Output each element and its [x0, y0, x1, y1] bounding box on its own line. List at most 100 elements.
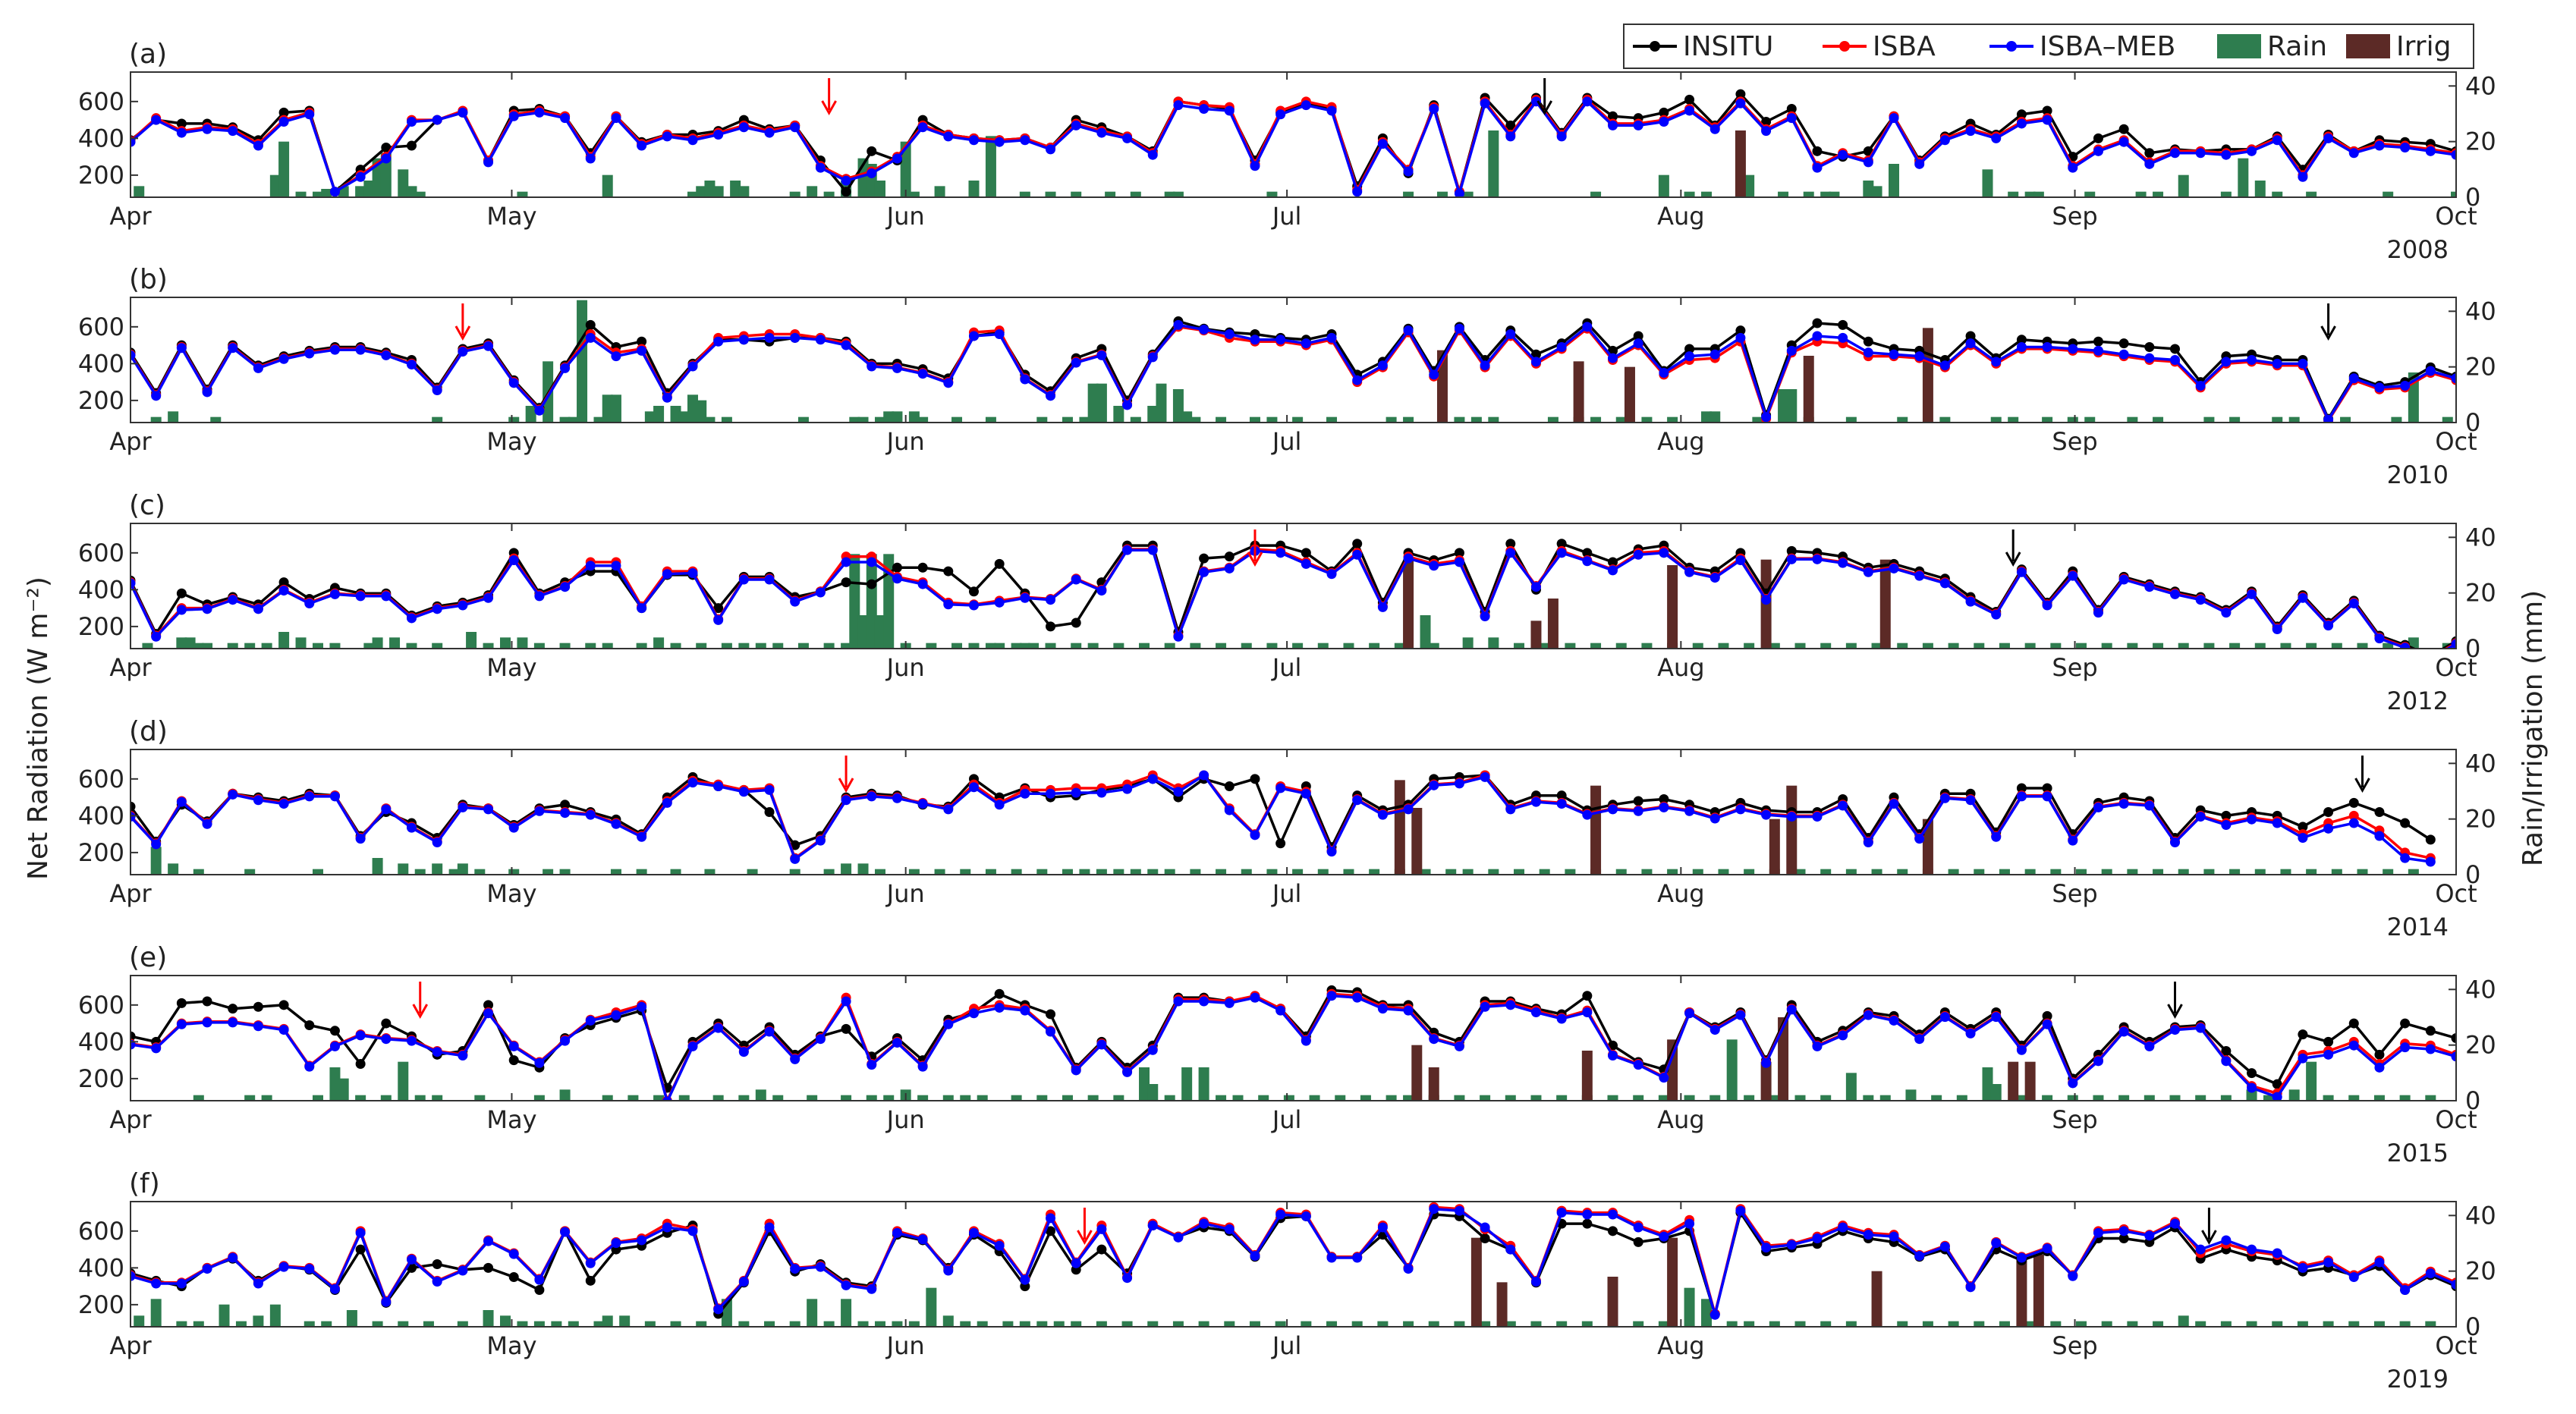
rain-bar	[499, 1315, 511, 1327]
meb-point	[1965, 596, 1976, 607]
rain-bar	[398, 1321, 409, 1327]
rain-bar	[1820, 191, 1832, 197]
meb-point	[2298, 171, 2308, 182]
insitu-point	[2374, 807, 2385, 817]
rain-bar	[2153, 1321, 2164, 1327]
rain-bar	[1488, 416, 1499, 423]
meb-point	[1454, 1205, 1464, 1216]
rain-bar	[559, 869, 571, 875]
meb-point	[1096, 586, 1107, 596]
meb-point	[585, 809, 596, 820]
rain-bar	[432, 416, 443, 423]
insitu-point	[585, 1275, 596, 1286]
rain-bar	[1480, 1321, 1491, 1327]
rain-bar	[807, 1299, 818, 1327]
irrig-bar	[1411, 1045, 1423, 1101]
meb-point	[1991, 609, 2002, 620]
meb-point	[534, 1274, 545, 1285]
x-tick-label: Apr	[109, 653, 152, 682]
meb-point	[1454, 1041, 1464, 1051]
rain-bar	[1232, 1095, 1244, 1101]
rain-bar	[1744, 643, 1755, 649]
meb-point	[1889, 1015, 1899, 1026]
y-right-tick-label: 40	[2465, 71, 2496, 100]
insitu-point	[1786, 545, 1797, 556]
meb-point	[1659, 367, 1669, 378]
meb-point	[1684, 806, 1695, 816]
meb-point	[2221, 819, 2232, 830]
rain-bar	[942, 1315, 954, 1327]
rain-bar	[1778, 191, 1789, 197]
meb-point	[2348, 818, 2359, 828]
rain-bar	[841, 863, 852, 875]
meb-point	[253, 1021, 263, 1032]
meb-point	[2400, 142, 2411, 152]
insitu-point	[1608, 557, 1618, 567]
meb-point	[1199, 324, 1209, 335]
rain-bar	[150, 847, 162, 875]
rain-bar	[508, 869, 520, 875]
rain-bar	[2101, 643, 2112, 649]
rain-bar	[789, 1321, 800, 1327]
rain-bar	[2178, 1315, 2189, 1327]
meb-point	[2016, 1045, 2027, 1055]
rain-bar	[764, 1321, 775, 1327]
rain-bar	[2118, 1095, 2130, 1101]
insitu-point	[2425, 1026, 2436, 1036]
meb-point	[1147, 1221, 1158, 1231]
x-tick-label: Apr	[109, 1105, 152, 1134]
meb-point	[637, 1235, 647, 1246]
rain-bar	[2383, 869, 2394, 875]
insitu-point	[1224, 781, 1235, 792]
black-arrow-marker	[2320, 303, 2336, 341]
rain-bar	[1428, 643, 1439, 649]
rain-bar	[2033, 191, 2044, 197]
y-left-tick-label: 400	[78, 801, 124, 830]
insitu-point	[1633, 1236, 1643, 1247]
meb-point	[738, 1047, 749, 1057]
meb-line	[131, 1207, 2456, 1321]
rain-bar	[1488, 130, 1499, 197]
rain-bar	[696, 643, 707, 649]
insitu-point	[2042, 783, 2052, 793]
meb-point	[458, 347, 468, 357]
rain-bar	[1922, 643, 1933, 649]
meb-point	[2068, 835, 2078, 846]
meb-point	[1224, 805, 1235, 815]
y-right-tick-label: 0	[2465, 1312, 2480, 1341]
rain-bar	[2408, 637, 2419, 649]
rain-bar	[653, 637, 665, 649]
rain-bar	[1565, 643, 1576, 649]
irrig-bar	[2008, 1061, 2019, 1101]
rain-bar	[1087, 643, 1099, 649]
rain-bar	[2383, 643, 2394, 649]
meb-point	[994, 1240, 1005, 1251]
insitu-point	[2348, 797, 2359, 808]
rain-bar	[1948, 1321, 1959, 1327]
rain-bar	[2084, 191, 2096, 197]
rain-bar	[926, 1287, 937, 1327]
meb-point	[1505, 1244, 1516, 1255]
meb-point	[815, 1034, 826, 1045]
rain-bar	[1454, 1321, 1465, 1327]
rain-bar	[1641, 869, 1653, 875]
meb-point	[1173, 996, 1184, 1007]
rain-bar	[1079, 869, 1090, 875]
rain-bar	[670, 643, 681, 649]
meb-point	[2170, 589, 2181, 599]
meb-point	[1326, 332, 1337, 343]
meb-point	[1633, 338, 1643, 349]
meb-point	[1633, 806, 1643, 816]
meb-point	[943, 1265, 954, 1276]
meb-point	[1684, 105, 1695, 116]
meb-point	[1020, 135, 1030, 146]
meb-point	[406, 613, 417, 624]
meb-point	[2374, 382, 2385, 393]
meb-point	[611, 1010, 621, 1020]
plot-area	[131, 1202, 2456, 1327]
rain-bar	[892, 1321, 903, 1327]
rain-bar	[423, 1321, 434, 1327]
insitu-point	[1735, 89, 1746, 99]
insitu-point	[176, 588, 187, 599]
meb-point	[560, 582, 571, 592]
